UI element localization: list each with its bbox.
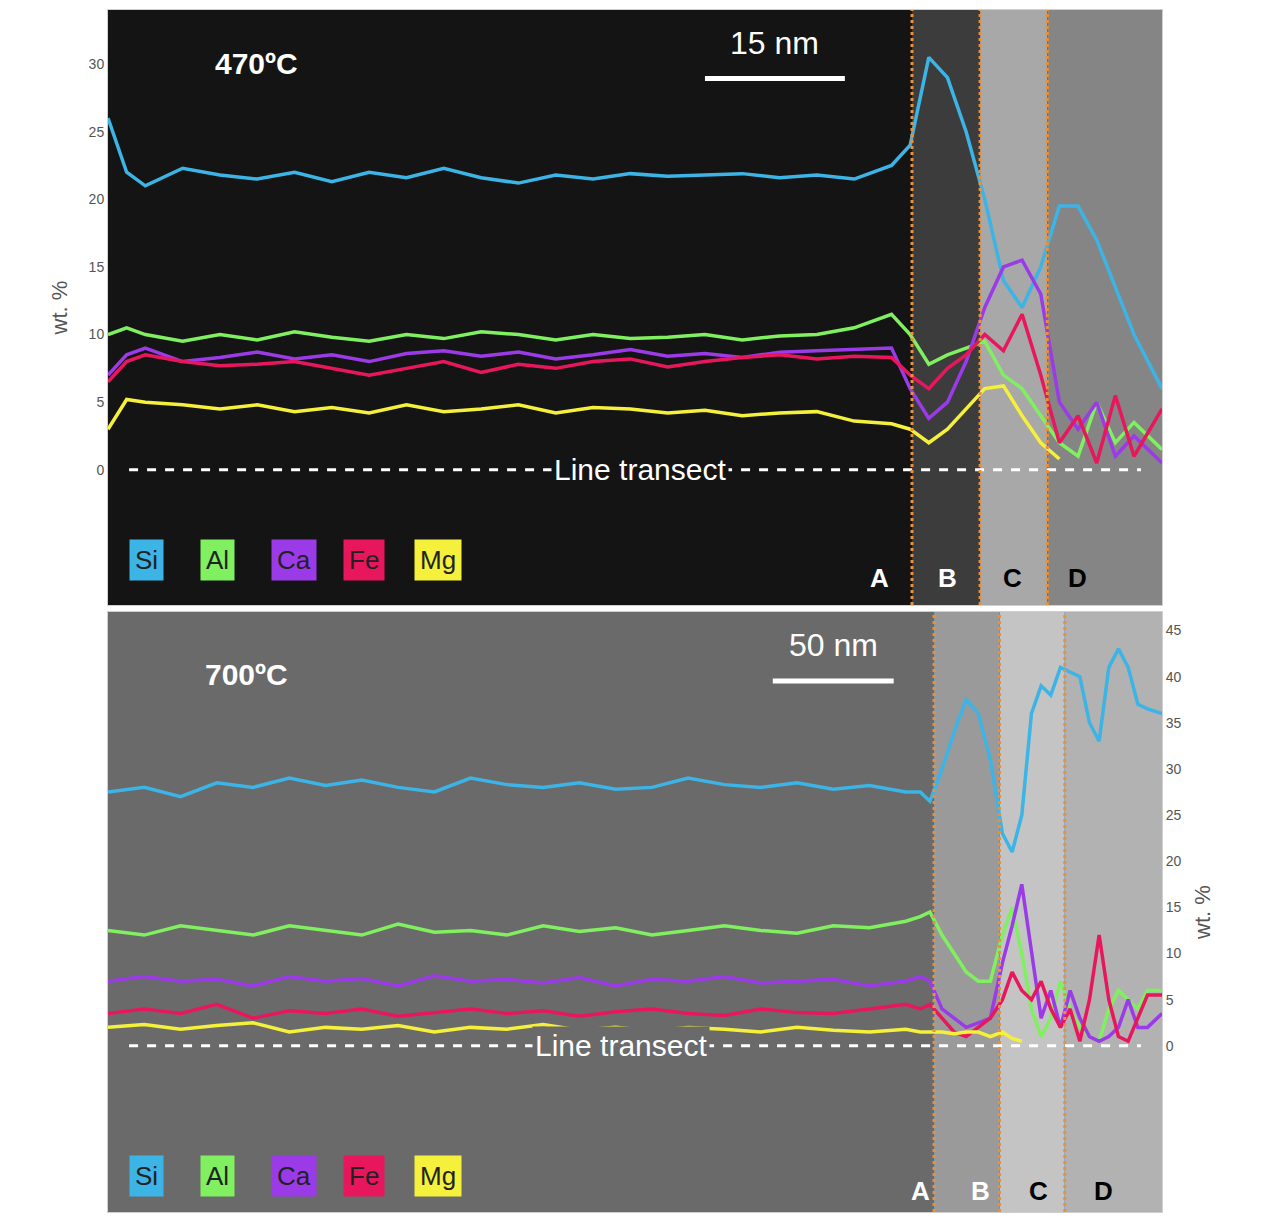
svg-text:wt. %: wt. %: [1190, 885, 1215, 940]
svg-text:A: A: [911, 1176, 930, 1206]
svg-text:B: B: [971, 1176, 990, 1206]
svg-text:A: A: [870, 563, 889, 593]
svg-text:0: 0: [96, 462, 104, 478]
svg-text:25: 25: [1166, 807, 1182, 823]
svg-text:15 nm: 15 nm: [730, 25, 819, 61]
svg-text:Fe: Fe: [349, 1161, 379, 1191]
svg-text:D: D: [1068, 563, 1087, 593]
svg-text:15: 15: [1166, 899, 1182, 915]
svg-text:15: 15: [89, 259, 105, 275]
svg-text:B: B: [938, 563, 957, 593]
svg-text:0: 0: [1166, 1038, 1174, 1054]
svg-text:45: 45: [1166, 622, 1182, 638]
svg-text:Ca: Ca: [277, 1161, 311, 1191]
svg-text:470ºC: 470ºC: [215, 47, 298, 80]
svg-text:Al: Al: [206, 1161, 229, 1191]
svg-text:Al: Al: [206, 545, 229, 575]
svg-text:10: 10: [89, 326, 105, 342]
svg-text:D: D: [1094, 1176, 1113, 1206]
svg-text:Mg: Mg: [420, 545, 456, 575]
svg-text:20: 20: [1166, 853, 1182, 869]
svg-text:Si: Si: [135, 545, 158, 575]
svg-text:Si: Si: [135, 1161, 158, 1191]
svg-text:20: 20: [89, 191, 105, 207]
svg-text:Ca: Ca: [277, 545, 311, 575]
svg-text:C: C: [1003, 563, 1022, 593]
svg-text:25: 25: [89, 124, 105, 140]
svg-text:700ºC: 700ºC: [205, 658, 288, 691]
svg-text:50 nm: 50 nm: [789, 627, 878, 663]
svg-text:C: C: [1029, 1176, 1048, 1206]
svg-text:Fe: Fe: [349, 545, 379, 575]
svg-text:Mg: Mg: [420, 1161, 456, 1191]
svg-text:wt. %: wt. %: [47, 281, 72, 336]
svg-text:10: 10: [1166, 945, 1182, 961]
svg-text:35: 35: [1166, 715, 1182, 731]
svg-text:5: 5: [96, 394, 104, 410]
svg-text:40: 40: [1166, 669, 1182, 685]
svg-text:Line transect: Line transect: [554, 453, 726, 486]
svg-text:30: 30: [1166, 761, 1182, 777]
svg-text:30: 30: [89, 56, 105, 72]
svg-text:5: 5: [1166, 992, 1174, 1008]
svg-text:Line transect: Line transect: [535, 1029, 707, 1062]
